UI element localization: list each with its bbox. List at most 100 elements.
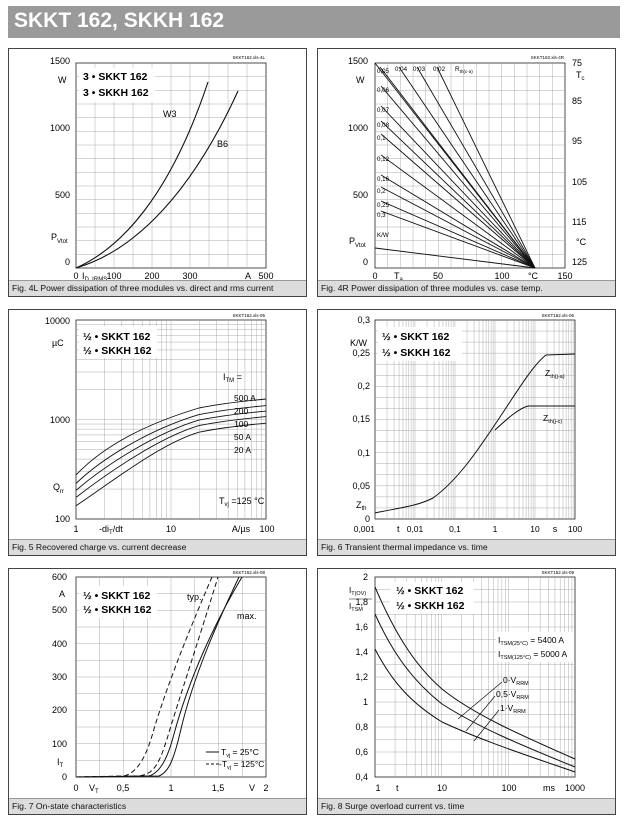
line-legend-125c: -Tvj = 125°C [219,759,264,771]
curve-05-vrrm [374,613,576,768]
figure-5-panel: ½ • SKKT 162 ½ • SKKH 162 SKKT162.xls-05… [8,309,307,556]
rth-line [398,66,536,269]
figure-4l-panel: 3 • SKKT 162 3 • SKKH 162 SKKT162.xls-4L… [8,48,307,297]
y-tick: 0,3 [357,315,370,325]
y-tick: 10000 [45,316,70,326]
figure-caption: Fig. 6 Transient thermal impedance vs. t… [318,539,615,555]
x-unit: A [245,271,251,281]
kw-label: K/W [377,232,389,239]
y-tick: 500 [52,605,67,615]
y-symbol-bottom: ITSM [349,602,363,613]
curve-typ-25c [75,576,219,778]
rth-left-label: 0,3 [377,212,386,219]
rth-line [416,66,536,269]
y-unit: µC [52,338,64,348]
rth-left-label: 0,25 [377,202,390,209]
figure-8-plot: ½ • SKKT 162 ½ • SKKH 162 SKKT162.xls-09… [349,570,585,793]
file-tag: SKKT162.xls-09 [541,570,574,575]
x-tick: 1,5 [212,783,225,793]
x-unit: °C [528,271,539,281]
curve-label-0-vrrm: 0·VRRM [503,675,529,687]
y-tick: 500 [353,190,368,200]
y-tick: 1,4 [355,647,368,657]
x-tick: 0 [372,271,377,281]
x-unit: s [553,524,558,534]
legend-line-2: ½ • SKKH 162 [83,345,152,357]
curve-1-vrrm [374,648,576,773]
y-symbol-top: IT(OV) [349,586,366,597]
rth-line [380,174,536,269]
y-tick: 1,8 [355,597,368,607]
legend-line-2: ½ • SKKH 162 [83,604,152,616]
file-tag: SKKT162.xls-4L [232,55,265,60]
right-tick: 85 [572,96,582,106]
y-tick: 100 [55,514,70,524]
right-tick: 75 [572,58,582,68]
y-tick: 1000 [50,415,70,425]
x-tick: 1000 [565,783,585,793]
curve-label-zth-ja: Zth(j-a) [545,368,565,380]
x-tick: 100 [494,271,509,281]
y-tick: 0,05 [352,481,370,491]
rth-line [374,62,536,269]
x-tick: 1 [73,524,78,534]
rth-line [380,200,536,269]
x-tick: 0 [73,783,78,793]
right-tick: 95 [572,136,582,146]
page-title: SKKT 162, SKKH 162 [14,9,225,32]
figure-5-plot: ½ • SKKT 162 ½ • SKKH 162 SKKT162.xls-05… [45,313,275,536]
y-tick: 0 [62,772,67,782]
x-label: -diT/dt [99,524,123,536]
y-tick: 0 [365,514,370,524]
page-header: SKKT 162, SKKH 162 [8,6,620,38]
file-tag: SKKT162.xls-05 [232,313,265,318]
y-tick: 1,2 [355,672,368,682]
x-tick: 10 [530,524,540,534]
file-tag: SKKT162.xls-06 [541,313,574,318]
qrr-curve [75,405,267,484]
itsm-box [496,632,574,662]
itsm-25c: ITSM(25°C) = 5400 A [498,635,564,647]
figure-4r-plot: SKKT162.xls-4R 1500 1000 500 0 W PVtot 0… [348,55,587,283]
curve-w3 [75,81,209,269]
x-symbol: VT [89,783,99,795]
y-tick: 0 [65,257,70,267]
legend-line-1: ½ • SKKT 162 [382,331,449,343]
y-tick: 1500 [348,56,368,66]
x-tick: 0 [73,271,78,281]
curve-zth-ja [374,353,576,514]
curve-label-1-vrrm: 1·VRRM [500,703,526,715]
y-tick: 1 [363,697,368,707]
rth-line [380,186,536,269]
curve-label-zth-jc: Zth(j-c) [543,413,562,425]
y-tick: 0,4 [355,772,368,782]
figure-7-plot: ½ • SKKT 162 ½ • SKKH 162 SKKT162.xls-08… [52,570,269,795]
x-tick: 100 [568,524,582,534]
figure-caption: Fig. 7 On-state characteristics [9,798,306,814]
figure-caption: Fig. 4R Power dissipation of three modul… [318,280,615,296]
y-tick: 100 [52,739,67,749]
curve-label-100: 100 [234,419,248,429]
y-unit: W [356,75,365,85]
y-tick: 400 [52,639,67,649]
x-unit: ms [543,783,555,793]
x-tick: 150 [557,271,572,281]
curve-label-500a: 500 A [234,393,256,403]
qrr-curve [75,422,267,507]
x-tick: 100 [501,783,516,793]
y-tick: 0,6 [355,747,368,757]
figure-8-panel: ½ • SKKT 162 ½ • SKKH 162 SKKT162.xls-09… [317,568,616,815]
rth-line [436,66,536,269]
x-tick: 10 [166,524,176,534]
right-tick: 125 [572,257,587,267]
y-tick: 200 [52,705,67,715]
x-tick: 100 [259,524,274,534]
rth-left-label: 0,07 [377,107,390,114]
y-tick: 0,8 [355,722,368,732]
rth-top-label: 0,04 [395,66,408,73]
curve-label-05-vrrm: 0,5·VRRM [496,689,529,701]
rth-left-label: 0,08 [377,122,390,129]
rth-left-label: 0,06 [377,87,390,94]
y-tick: 1000 [348,123,368,133]
curve-label-max: max. [237,611,257,621]
